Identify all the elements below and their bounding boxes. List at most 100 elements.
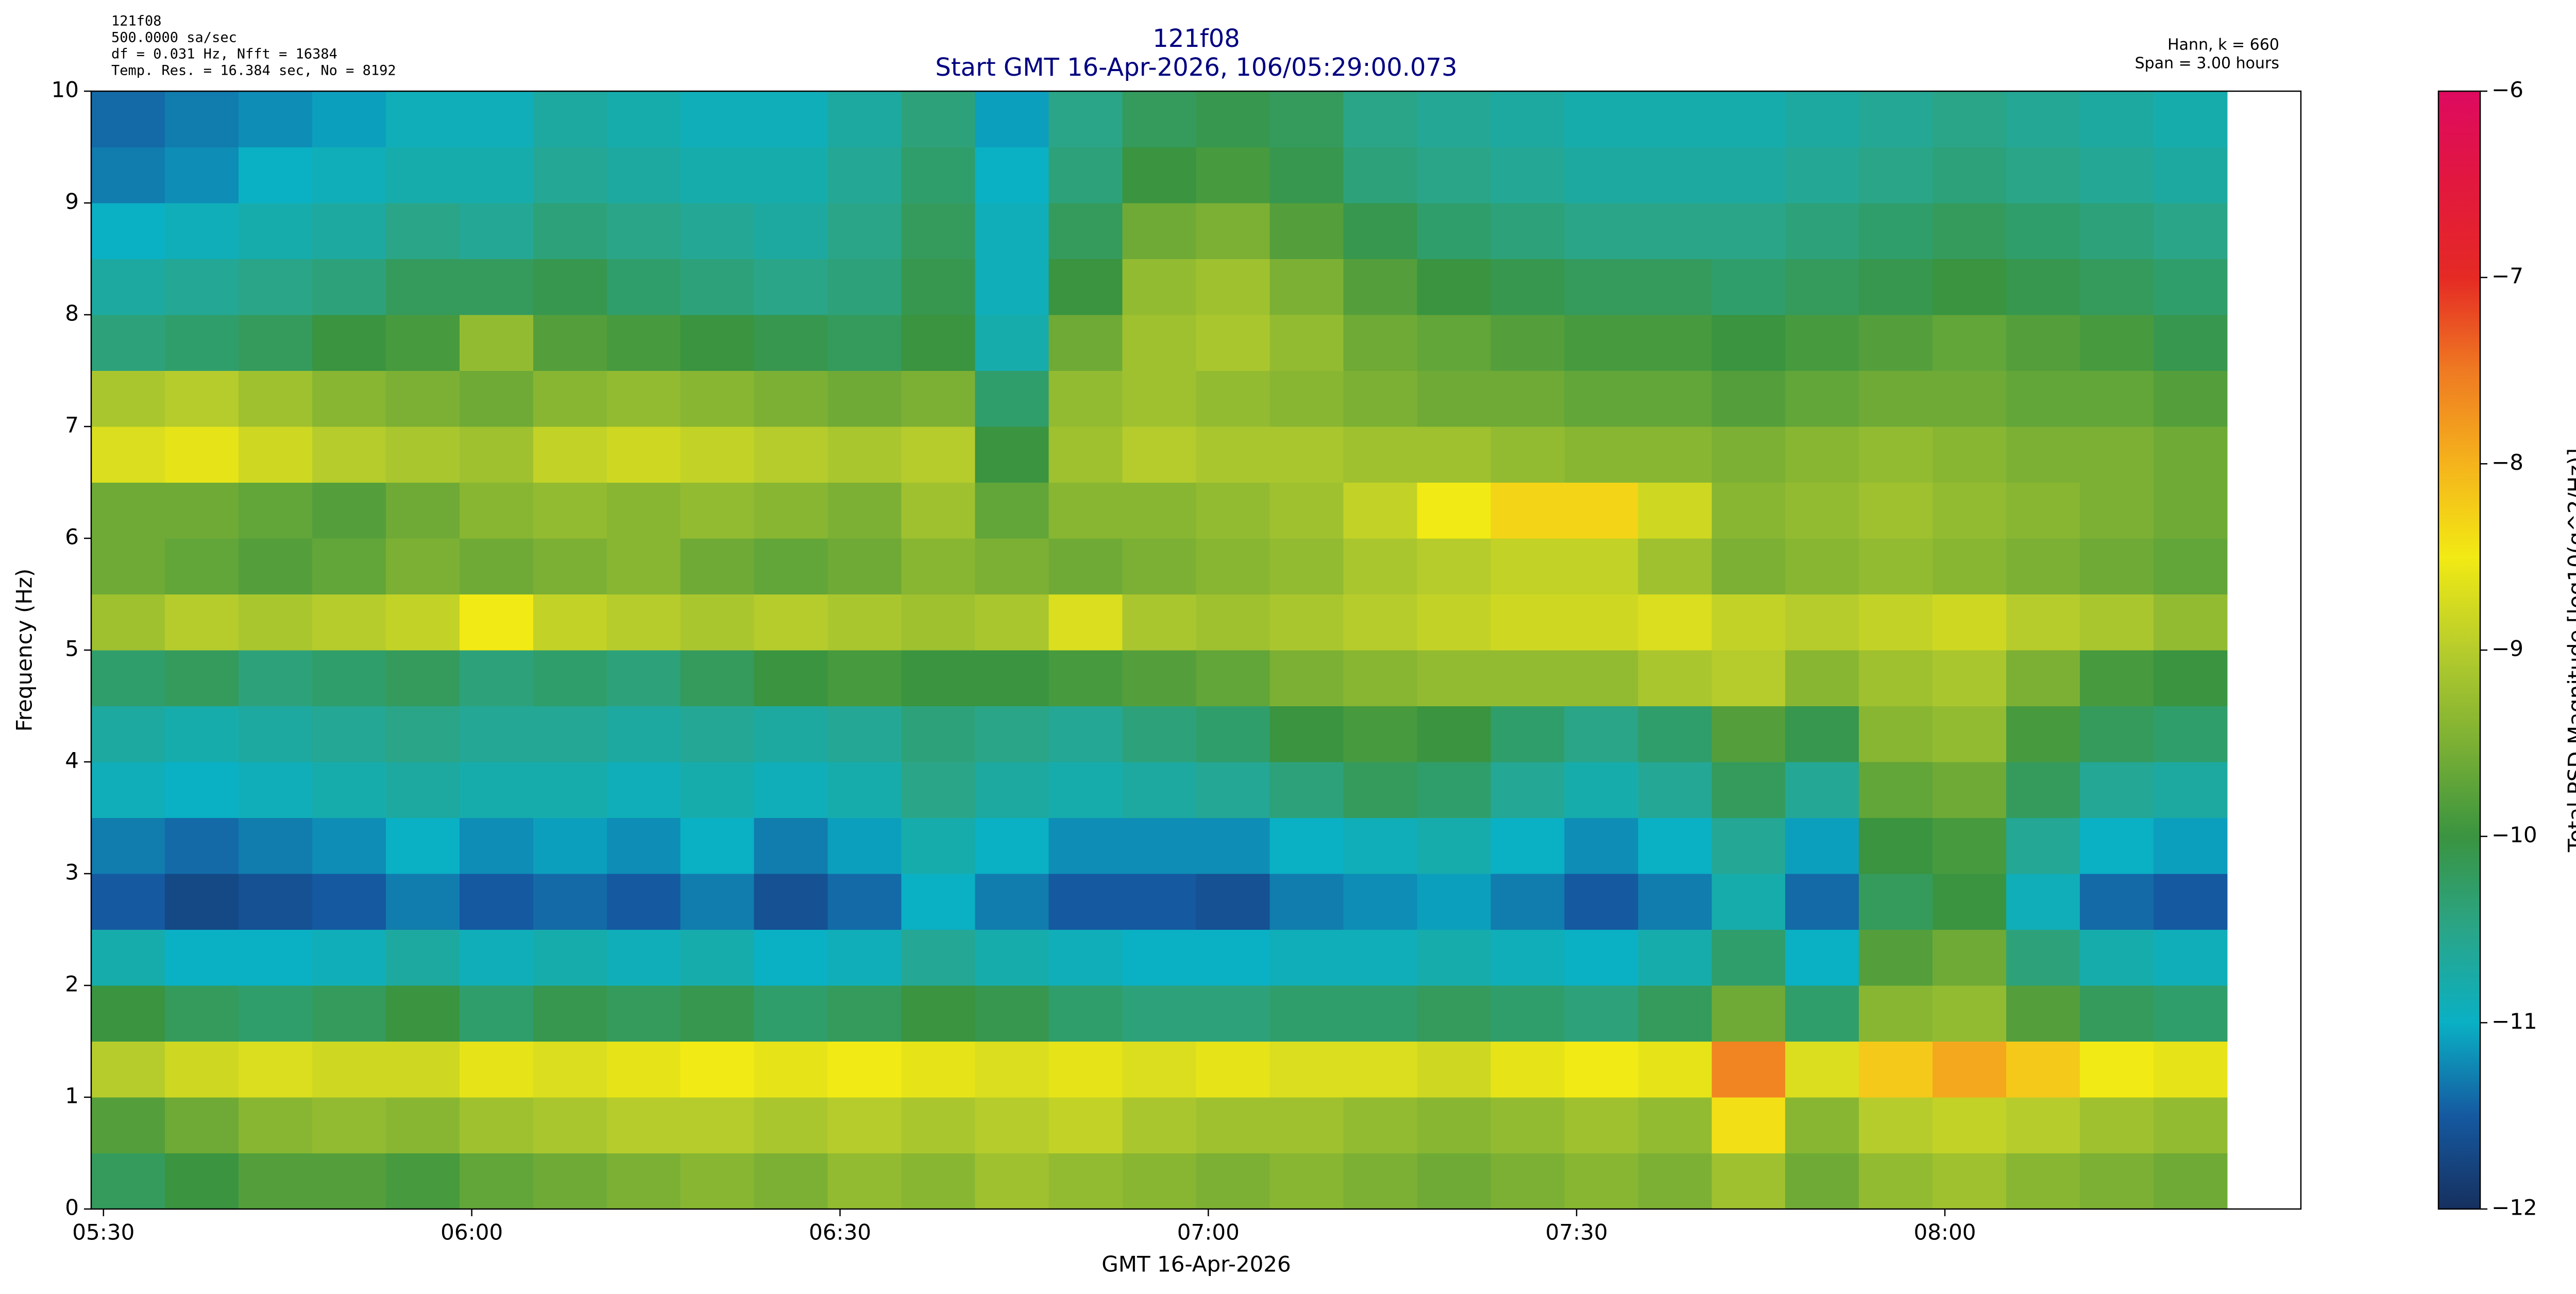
heatmap-cell (1638, 762, 1712, 818)
heatmap-cell (1859, 538, 1933, 594)
heatmap-cell (91, 594, 165, 651)
heatmap-cell (975, 985, 1049, 1042)
heatmap-cell (1711, 1153, 1786, 1210)
heatmap-cell (1343, 874, 1417, 930)
heatmap-cell (1564, 538, 1638, 594)
heatmap-cell (1564, 929, 1638, 986)
heatmap-cell (1564, 427, 1638, 483)
heatmap-cell (2006, 315, 2080, 371)
heatmap-cell (901, 203, 976, 259)
heatmap-cell (2006, 706, 2080, 762)
heatmap-cell (1343, 985, 1417, 1042)
heatmap-cell (2080, 1097, 2154, 1153)
heatmap-cell (1933, 91, 2007, 147)
y-tick-label: 8 (65, 301, 79, 326)
heatmap-cell (385, 1041, 460, 1098)
heatmap-cell (2080, 259, 2154, 315)
heatmap-cell (2080, 538, 2154, 594)
heatmap-cell (1122, 650, 1196, 706)
heatmap-cell (91, 147, 165, 203)
heatmap-cell (91, 762, 165, 818)
heatmap-cell (975, 91, 1049, 147)
heatmap-cell (1196, 818, 1270, 874)
heatmap-cell (2154, 482, 2228, 539)
heatmap-cell (459, 818, 534, 874)
heatmap-cell (827, 874, 902, 930)
heatmap-cell (1933, 203, 2007, 259)
heatmap-cell (975, 482, 1049, 539)
heatmap-cell (1638, 370, 1712, 427)
heatmap-cell (1343, 929, 1417, 986)
heatmap-cell (754, 427, 828, 483)
heatmap-cell (238, 370, 313, 427)
heatmap-cell (2080, 370, 2154, 427)
heatmap-cell (1417, 482, 1491, 539)
heatmap-cell (238, 929, 313, 986)
heatmap-cell (1269, 818, 1344, 874)
heatmap-cell (1785, 203, 1859, 259)
heatmap-cell (1785, 259, 1859, 315)
heatmap-cell (1122, 203, 1196, 259)
y-tick-label: 7 (65, 413, 79, 438)
heatmap-cell (2154, 650, 2228, 706)
heatmap-cell (1490, 650, 1565, 706)
heatmap-cell (533, 370, 607, 427)
heatmap-cell (1196, 874, 1270, 930)
heatmap-cell (1564, 1153, 1638, 1210)
heatmap-cell (606, 259, 681, 315)
heatmap-cell (91, 259, 165, 315)
heatmap-cell (754, 1153, 828, 1210)
heatmap-cell (1269, 594, 1344, 651)
heatmap-cell (680, 427, 755, 483)
heatmap-cell (385, 874, 460, 930)
heatmap-cell (164, 147, 239, 203)
heatmap-cell (1933, 315, 2007, 371)
heatmap-cell (1490, 538, 1565, 594)
heatmap-cell (1785, 762, 1859, 818)
heatmap-cell (1711, 762, 1786, 818)
heatmap-cell (1490, 818, 1565, 874)
heatmap-cell (1859, 91, 1933, 147)
y-tick-label: 3 (65, 860, 79, 885)
info-text: Span = 3.00 hours (2135, 55, 2279, 73)
heatmap-cell (1933, 427, 2007, 483)
heatmap-cell (1417, 929, 1491, 986)
heatmap-cell (1122, 818, 1196, 874)
heatmap-cell (606, 538, 681, 594)
heatmap-cell (238, 315, 313, 371)
heatmap-cell (164, 594, 239, 651)
heatmap-cell (1785, 874, 1859, 930)
heatmap-cell (91, 706, 165, 762)
heatmap-cell (1785, 370, 1859, 427)
heatmap-cell (975, 874, 1049, 930)
heatmap-cell (533, 91, 607, 147)
heatmap-cell (1196, 594, 1270, 651)
heatmap-cell (2080, 91, 2154, 147)
heatmap-cell (1785, 1153, 1859, 1210)
heatmap-cell (385, 91, 460, 147)
heatmap-cell (680, 1097, 755, 1153)
heatmap-cell (1859, 315, 1933, 371)
heatmap-cell (1269, 706, 1344, 762)
colorbar-tick-label: −9 (2492, 636, 2523, 661)
heatmap-cell (1417, 1097, 1491, 1153)
heatmap-cell (1638, 985, 1712, 1042)
heatmap-cell (1933, 818, 2007, 874)
heatmap-cell (2154, 538, 2228, 594)
heatmap-cell (91, 929, 165, 986)
heatmap-cell (754, 370, 828, 427)
colorbar-tick-label: −6 (2492, 77, 2523, 103)
heatmap-cell (1048, 594, 1123, 651)
heatmap-cell (2006, 370, 2080, 427)
heatmap-cell (975, 1041, 1049, 1098)
heatmap-cell (680, 370, 755, 427)
heatmap-cell (533, 818, 607, 874)
heatmap-cell (1490, 147, 1565, 203)
heatmap-cell (164, 1097, 239, 1153)
heatmap-cell (606, 427, 681, 483)
heatmap-cell (1564, 706, 1638, 762)
heatmap-cell (1564, 818, 1638, 874)
heatmap-cell (385, 259, 460, 315)
heatmap-cell (1122, 482, 1196, 539)
heatmap-cell (1638, 538, 1712, 594)
